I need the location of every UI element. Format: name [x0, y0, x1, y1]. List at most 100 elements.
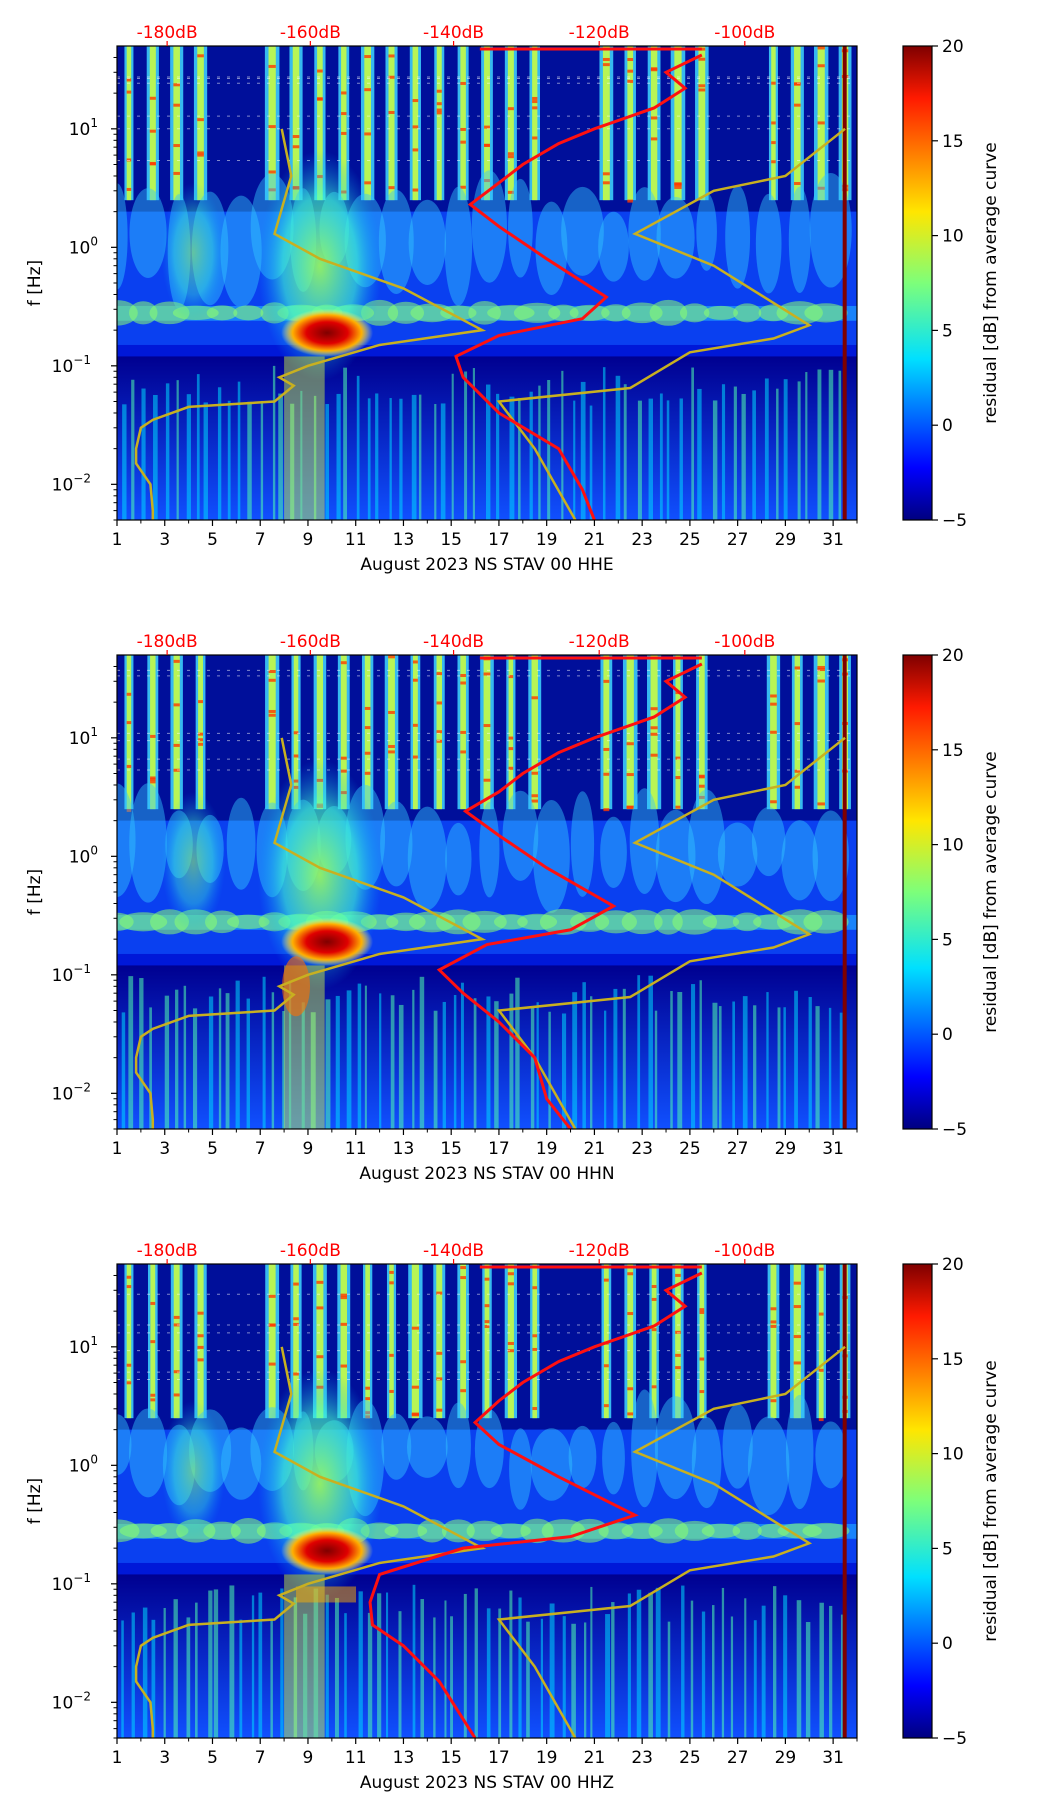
top-db-label: -160dB [280, 1241, 341, 1261]
max-model-curve [496, 736, 846, 1129]
colorbar-tick-label: 0 [942, 416, 953, 436]
colorbar-tick-label: 20 [942, 1255, 964, 1275]
top-db-label: -180dB [137, 632, 198, 652]
x-tick-label: 3 [159, 1748, 170, 1768]
y-tick-label: 101 [69, 116, 98, 140]
colorbar-tick-label: 5 [942, 930, 953, 950]
x-tick-label: 11 [345, 1139, 367, 1159]
x-tick-label: 25 [679, 1139, 701, 1159]
top-db-label: -180dB [137, 23, 198, 43]
x-tick-label: 17 [488, 1748, 510, 1768]
colorbar-tick-label: 15 [942, 132, 964, 152]
y-tick-label: 100 [69, 843, 98, 867]
spectrogram [117, 1264, 857, 1738]
x-tick-label: 25 [679, 530, 701, 550]
spectrogram [117, 46, 857, 520]
spectrogram [117, 655, 857, 1129]
x-tick-label: 27 [727, 530, 749, 550]
colorbar-tick-label: −5 [942, 511, 967, 531]
x-tick-label: 29 [775, 530, 797, 550]
colorbar-title: residual [dB] from average curve [981, 751, 1001, 1032]
colorbar: 20 15 10 5 0 −5 residual [dB] from average cur… [902, 37, 1001, 531]
x-tick-label: 17 [488, 530, 510, 550]
x-tick-label: 27 [727, 1748, 749, 1768]
average-curve [436, 662, 703, 1129]
x-tick-label: 19 [536, 530, 558, 550]
top-db-label: -100dB [714, 1241, 775, 1261]
y-axis-title: f [Hz] [25, 1478, 45, 1524]
min-model-curve [134, 128, 487, 520]
x-axis-title: August 2023 NS STAV 00 HHE [360, 555, 613, 575]
y-tick-label: 101 [69, 725, 98, 749]
colorbar-tick-label: 10 [942, 1445, 964, 1465]
x-tick-label: 5 [207, 1139, 218, 1159]
colorbar-tick-label: 10 [942, 836, 964, 856]
x-tick-label: 31 [822, 1748, 844, 1768]
top-db-label: -120dB [569, 632, 630, 652]
top-db-label: -160dB [280, 23, 341, 43]
y-tick-label: 10−1 [52, 962, 91, 986]
x-tick-label: 25 [679, 1748, 701, 1768]
x-tick-label: 19 [536, 1139, 558, 1159]
colorbar-tick-label: −5 [942, 1120, 967, 1140]
x-tick-label: 13 [393, 530, 415, 550]
top-db-label: -140dB [423, 632, 484, 652]
y-tick-label: 10−1 [52, 353, 91, 377]
x-tick-label: 29 [775, 1139, 797, 1159]
y-axis-title: f [Hz] [25, 260, 45, 306]
x-axis-title: August 2023 NS STAV 00 HHN [359, 1164, 614, 1184]
x-tick-label: 1 [112, 1748, 123, 1768]
x-tick-label: 15 [440, 530, 462, 550]
colorbar-tick-label: 0 [942, 1634, 953, 1654]
outage-line [842, 1264, 847, 1738]
x-tick-label: 13 [393, 1748, 415, 1768]
x-tick-label: 7 [255, 1748, 266, 1768]
top-db-label: -140dB [423, 1241, 484, 1261]
colorbar-tick-label: −5 [942, 1729, 967, 1749]
colorbar-scale [902, 45, 933, 521]
x-tick-label: 11 [345, 1748, 367, 1768]
x-tick-label: 23 [631, 530, 653, 550]
x-tick-label: 5 [207, 1748, 218, 1768]
x-tick-label: 9 [303, 530, 314, 550]
colorbar: 20 15 10 5 0 −5 residual [dB] from average cur… [902, 1255, 1001, 1749]
x-tick-label: 23 [631, 1139, 653, 1159]
outage-line [842, 655, 847, 1129]
x-tick-label: 21 [584, 530, 606, 550]
colorbar-title: residual [dB] from average curve [981, 142, 1001, 423]
x-tick-label: 27 [727, 1139, 749, 1159]
colorbar-title: residual [dB] from average curve [981, 1360, 1001, 1641]
y-tick-label: 101 [69, 1334, 98, 1358]
x-tick-label: 31 [822, 530, 844, 550]
x-tick-label: 7 [255, 1139, 266, 1159]
y-tick-label: 10−1 [52, 1571, 91, 1595]
y-tick-label: 10−2 [52, 1080, 91, 1104]
x-tick-label: 3 [159, 1139, 170, 1159]
colorbar-scale [902, 654, 933, 1130]
y-axis: 101 100 10−1 10−2 [52, 56, 117, 521]
top-db-label: -160dB [280, 632, 341, 652]
x-tick-label: 1 [112, 1139, 123, 1159]
top-db-label: -100dB [714, 632, 775, 652]
y-axis: 101 100 10−1 10−2 [52, 1274, 117, 1739]
colorbar-tick-label: 5 [942, 1539, 953, 1559]
x-tick-label: 7 [255, 530, 266, 550]
x-tick-label: 31 [822, 1139, 844, 1159]
top-db-label: -120dB [569, 1241, 630, 1261]
min-model-curve [134, 737, 487, 1129]
x-tick-label: 21 [584, 1139, 606, 1159]
outage-line [842, 46, 847, 520]
x-tick-label: 3 [159, 530, 170, 550]
colorbar-tick-label: 5 [942, 321, 953, 341]
x-tick-label: 11 [345, 530, 367, 550]
x-tick-label: 1 [112, 530, 123, 550]
x-axis-title: August 2023 NS STAV 00 HHZ [360, 1773, 614, 1793]
colorbar: 20 15 10 5 0 −5 residual [dB] from average cur… [902, 646, 1001, 1140]
x-axis: 1 3 5 7 9 11 13 15 17 19 21 23 25 27 29 31 [112, 1129, 858, 1159]
x-tick-label: 17 [488, 1139, 510, 1159]
x-tick-label: 5 [207, 530, 218, 550]
x-tick-label: 19 [536, 1748, 558, 1768]
